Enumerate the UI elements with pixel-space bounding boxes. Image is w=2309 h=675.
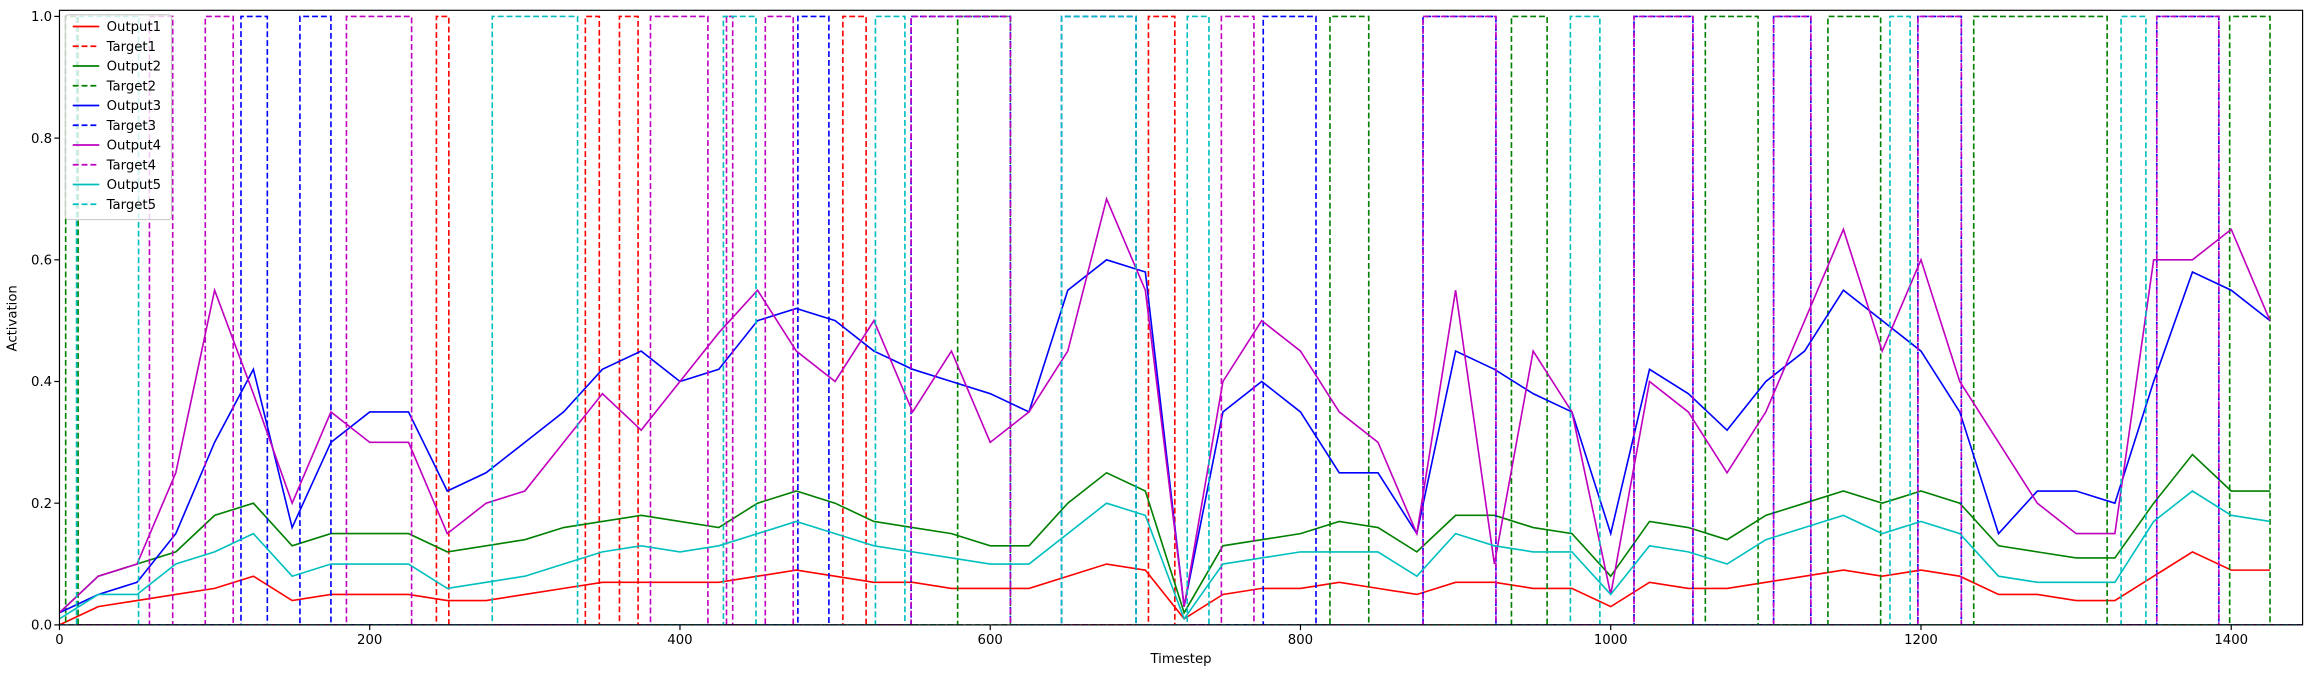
legend-label: Output5 (107, 178, 161, 193)
legend-label: Output4 (107, 139, 161, 154)
legend-label: Output2 (107, 60, 161, 75)
x-tick-label: 200 (357, 633, 382, 648)
legend-label: Target2 (106, 79, 156, 94)
series-line (59, 15, 2303, 625)
x-tick-label: 600 (978, 633, 1003, 648)
plot-lines (59, 15, 2303, 625)
x-tick-label: 400 (667, 633, 692, 648)
y-tick-label: 0.4 (31, 375, 52, 390)
legend-label: Output3 (107, 99, 161, 114)
x-tick-label: 800 (1288, 633, 1313, 648)
series-line (59, 196, 2271, 614)
series-line (59, 15, 2303, 625)
series-line (59, 550, 2271, 625)
series-line (59, 15, 2303, 625)
legend-label: Target3 (106, 119, 156, 134)
legend-label: Target4 (106, 158, 156, 173)
x-tick-label: 1200 (1904, 633, 1938, 648)
legend-label: Output1 (107, 20, 161, 35)
y-axis-label: Activation (6, 285, 21, 351)
y-tick-label: 1.0 (31, 10, 52, 25)
legend-label: Target1 (106, 40, 156, 55)
series-line (59, 258, 2271, 614)
x-tick-label: 1000 (1594, 633, 1628, 648)
x-axis-label: Timestep (1149, 652, 1211, 667)
y-tick-label: 0.6 (31, 254, 52, 269)
y-tick-label: 0.8 (31, 132, 52, 147)
x-tick-label: 1400 (2214, 633, 2248, 648)
y-tick-label: 0.0 (31, 619, 52, 634)
series-line (59, 453, 2271, 615)
y-tick-label: 0.2 (31, 497, 52, 512)
x-tick-label: 0 (55, 633, 63, 648)
legend-label: Target5 (106, 198, 156, 213)
plot-frame (58, 9, 2304, 626)
series-line (59, 490, 2271, 621)
